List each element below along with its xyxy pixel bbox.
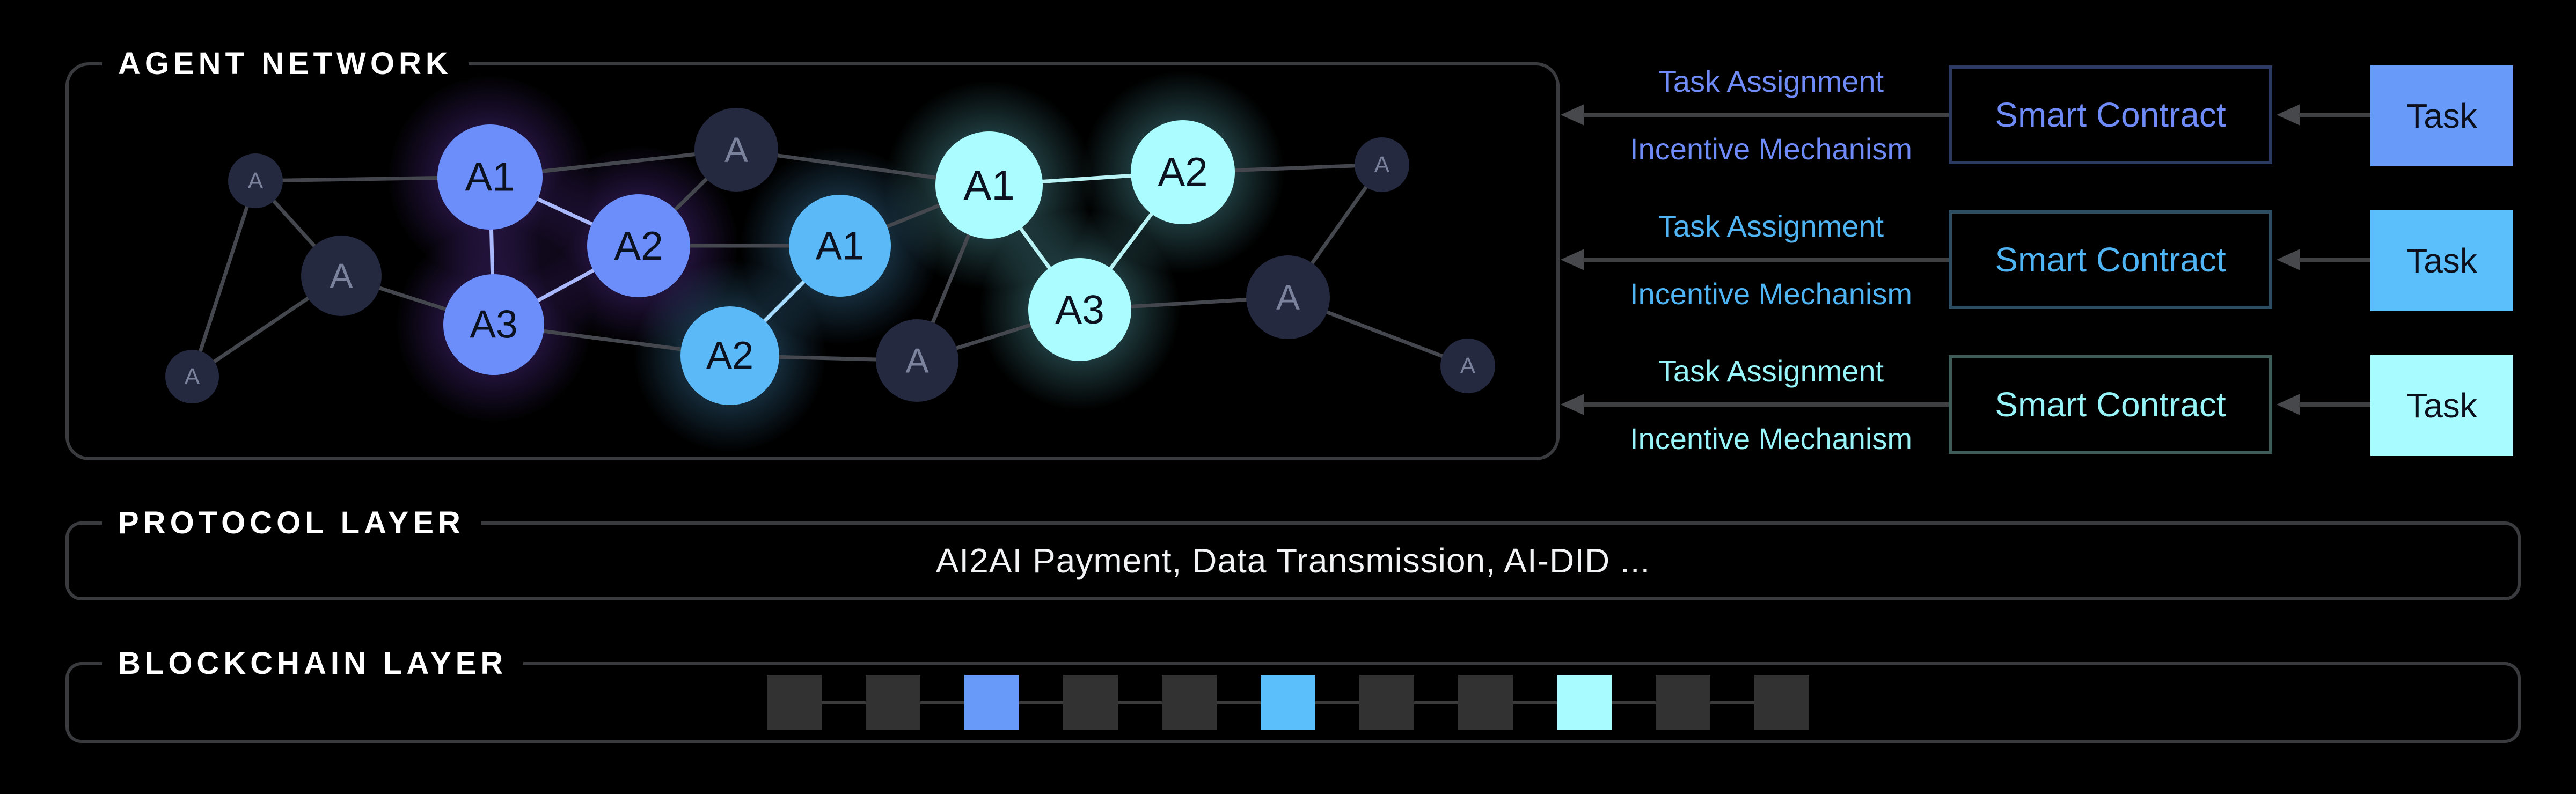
chain-block-sky	[1261, 675, 1315, 730]
protocol-layer-content: AI2AI Payment, Data Transmission, AI-DID…	[935, 541, 1651, 580]
network-node-label: A1	[465, 155, 515, 200]
network-node-label: A	[1460, 353, 1476, 379]
chain-block-gray	[1063, 675, 1118, 730]
task-assignment-label: Task Assignment	[1658, 209, 1884, 243]
network-node-a	[165, 350, 219, 403]
contract-to-network-arrowhead-icon	[1561, 104, 1584, 126]
network-node-label: A2	[706, 334, 753, 377]
blockchain-layer-panel	[65, 662, 2521, 743]
network-node-label: A1	[963, 161, 1014, 209]
chain-block-blue	[964, 675, 1019, 730]
network-node-a	[876, 319, 958, 402]
network-node-label: A	[248, 168, 264, 194]
network-node-label: A1	[816, 224, 865, 268]
smart-contract-box: Smart Contract	[1949, 65, 2272, 164]
network-node-a	[1440, 339, 1495, 393]
chain-block-gray	[767, 675, 822, 730]
network-node-label: A	[905, 341, 929, 380]
network-node-a	[1355, 137, 1409, 192]
network-node-a	[1246, 255, 1330, 339]
chain-block-gray	[1458, 675, 1513, 730]
chain-block-gray	[1656, 675, 1710, 730]
network-node-a1	[935, 131, 1043, 239]
task-assignment-label: Task Assignment	[1658, 354, 1884, 388]
blockchain-layer-title: BLOCKCHAIN LAYER	[102, 646, 524, 681]
contract-to-network-arrow	[1583, 402, 1949, 407]
task-assignment-label: Task Assignment	[1658, 64, 1884, 98]
network-node-a1	[789, 195, 891, 297]
task-to-contract-arrowhead-icon	[2277, 394, 2300, 415]
agent-network-graph: A A A A A A A A A1 A2 A3 A1 A2 A1 A2 A3	[165, 70, 1495, 452]
incentive-mechanism-label: Incentive Mechanism	[1629, 422, 1912, 455]
chain-block-gray	[1754, 675, 1809, 730]
contract-to-network-arrowhead-icon	[1561, 249, 1584, 270]
task-to-contract-arrowhead-icon	[2277, 104, 2300, 126]
task-to-contract-arrow	[2299, 113, 2370, 117]
chain-block-gray	[866, 675, 920, 730]
task-to-contract-arrowhead-icon	[2277, 249, 2300, 270]
protocol-layer-panel	[65, 521, 2521, 600]
network-node-a	[228, 153, 283, 208]
chain-block-gray	[1162, 675, 1217, 730]
chain-block-gray	[1359, 675, 1414, 730]
network-node-label: A3	[1055, 287, 1104, 332]
network-node-label: A2	[1158, 150, 1208, 195]
network-node-a3	[1028, 258, 1131, 361]
incentive-mechanism-label: Incentive Mechanism	[1629, 277, 1912, 311]
network-edge	[190, 180, 258, 378]
contract-to-network-arrow	[1583, 258, 1949, 262]
smart-contract-box: Smart Contract	[1949, 210, 2272, 309]
network-node-label: A	[185, 364, 200, 389]
network-node-a2	[1131, 120, 1235, 224]
network-node-a	[301, 236, 382, 316]
network-node-a	[694, 108, 778, 192]
network-node-a2	[587, 194, 690, 297]
network-node-label: A3	[470, 303, 517, 347]
chain-block-cyan	[1557, 675, 1612, 730]
protocol-layer-title: PROTOCOL LAYER	[102, 506, 481, 540]
task-to-contract-arrow	[2299, 402, 2370, 407]
network-node-a1	[437, 124, 543, 230]
task-box: Task	[2370, 65, 2513, 166]
network-node-label: A	[1276, 277, 1300, 317]
network-node-a3	[443, 274, 544, 375]
agent-network-panel	[65, 62, 1560, 460]
contract-to-network-arrow	[1583, 113, 1949, 117]
network-node-a2	[680, 306, 779, 405]
contract-to-network-arrowhead-icon	[1561, 394, 1584, 415]
network-node-label: A	[330, 256, 353, 295]
task-box: Task	[2370, 210, 2513, 311]
smart-contract-box: Smart Contract	[1949, 355, 2272, 454]
incentive-mechanism-label: Incentive Mechanism	[1629, 132, 1912, 166]
network-node-label: A	[724, 130, 748, 170]
network-node-label: A	[1374, 152, 1390, 178]
task-box: Task	[2370, 355, 2513, 456]
network-node-label: A2	[614, 223, 663, 268]
agent-network-title: AGENT NETWORK	[102, 47, 469, 81]
task-to-contract-arrow	[2299, 258, 2370, 262]
